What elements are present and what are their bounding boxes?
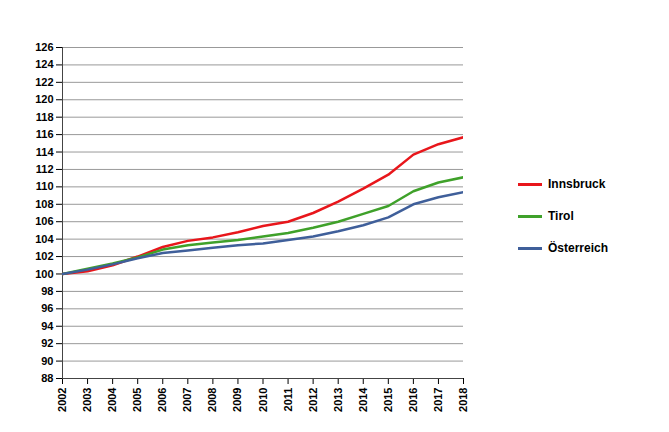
svg-text:102: 102 [35,250,53,262]
svg-text:2012: 2012 [307,388,319,412]
svg-text:104: 104 [35,233,54,245]
svg-text:2015: 2015 [382,388,394,412]
svg-text:2016: 2016 [407,388,419,412]
svg-text:2008: 2008 [206,388,218,412]
svg-text:108: 108 [35,198,53,210]
html-text:Tirol: Tirol [548,209,574,223]
svg-text:116: 116 [36,128,54,140]
svg-text:2013: 2013 [332,388,344,412]
svg-text:2004: 2004 [106,387,118,412]
svg-text:118: 118 [36,111,54,123]
svg-text:2002: 2002 [56,388,68,412]
svg-text:90: 90 [41,355,53,367]
svg-text:2005: 2005 [131,388,143,412]
svg-text:2010: 2010 [257,388,269,412]
svg-text:92: 92 [41,337,53,349]
svg-text:98: 98 [41,285,53,297]
svg-text:112: 112 [36,163,54,175]
svg-text:122: 122 [35,76,53,88]
html-text:Innsbruck: Innsbruck [548,177,606,191]
html-text:Österreich: Österreich [548,241,608,255]
svg-text:2007: 2007 [181,388,193,412]
svg-text:124: 124 [35,58,54,70]
svg-text:106: 106 [35,215,53,227]
svg-text:100: 100 [35,267,53,279]
svg-text:94: 94 [41,320,54,332]
svg-text:110: 110 [36,180,54,192]
svg-text:120: 120 [35,93,53,105]
svg-text:88: 88 [41,372,53,384]
svg-text:2009: 2009 [231,388,243,412]
svg-text:2011: 2011 [282,388,294,412]
svg-text:2006: 2006 [156,388,168,412]
svg-text:2014: 2014 [357,387,369,412]
svg-text:2017: 2017 [432,388,444,412]
svg-text:2003: 2003 [81,388,93,412]
svg-text:96: 96 [41,302,53,314]
svg-text:114: 114 [36,146,55,158]
svg-text:126: 126 [35,41,53,53]
svg-text:2018: 2018 [457,388,469,412]
